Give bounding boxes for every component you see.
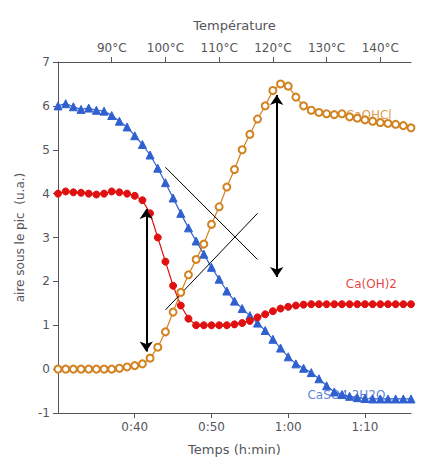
svg-text:2: 2 xyxy=(42,274,50,288)
svg-text:6: 6 xyxy=(42,99,50,113)
svg-text:0:40: 0:40 xyxy=(121,420,148,434)
svg-text:0: 0 xyxy=(42,362,50,376)
svg-text:110°C: 110°C xyxy=(201,41,238,55)
svg-text:5: 5 xyxy=(42,143,50,157)
svg-text:CaSO4.2H2O: CaSO4.2H2O xyxy=(307,388,386,403)
svg-text:90°C: 90°C xyxy=(97,41,127,55)
svg-text:4: 4 xyxy=(42,187,50,201)
svg-text:-1: -1 xyxy=(38,406,50,420)
svg-text:0:50: 0:50 xyxy=(198,420,225,434)
svg-text:Ca(OH)2: Ca(OH)2 xyxy=(346,277,397,291)
svg-text:120°C: 120°C xyxy=(254,41,291,55)
svg-text:100°C: 100°C xyxy=(147,41,184,55)
svg-text:Température: Température xyxy=(192,18,275,33)
svg-text:140°C: 140°C xyxy=(362,41,399,55)
svg-text:aire sous le pic (u.a.): aire sous le pic (u.a.) xyxy=(13,173,27,302)
svg-text:Temps (h:min): Temps (h:min) xyxy=(187,442,281,457)
svg-text:1: 1 xyxy=(42,318,50,332)
svg-text:1:00: 1:00 xyxy=(275,420,302,434)
svg-text:3: 3 xyxy=(42,231,50,245)
svg-text:CaOHCl: CaOHCl xyxy=(345,107,392,122)
svg-text:7: 7 xyxy=(42,55,50,69)
svg-text:130°C: 130°C xyxy=(308,41,345,55)
svg-text:1:10: 1:10 xyxy=(351,420,378,434)
